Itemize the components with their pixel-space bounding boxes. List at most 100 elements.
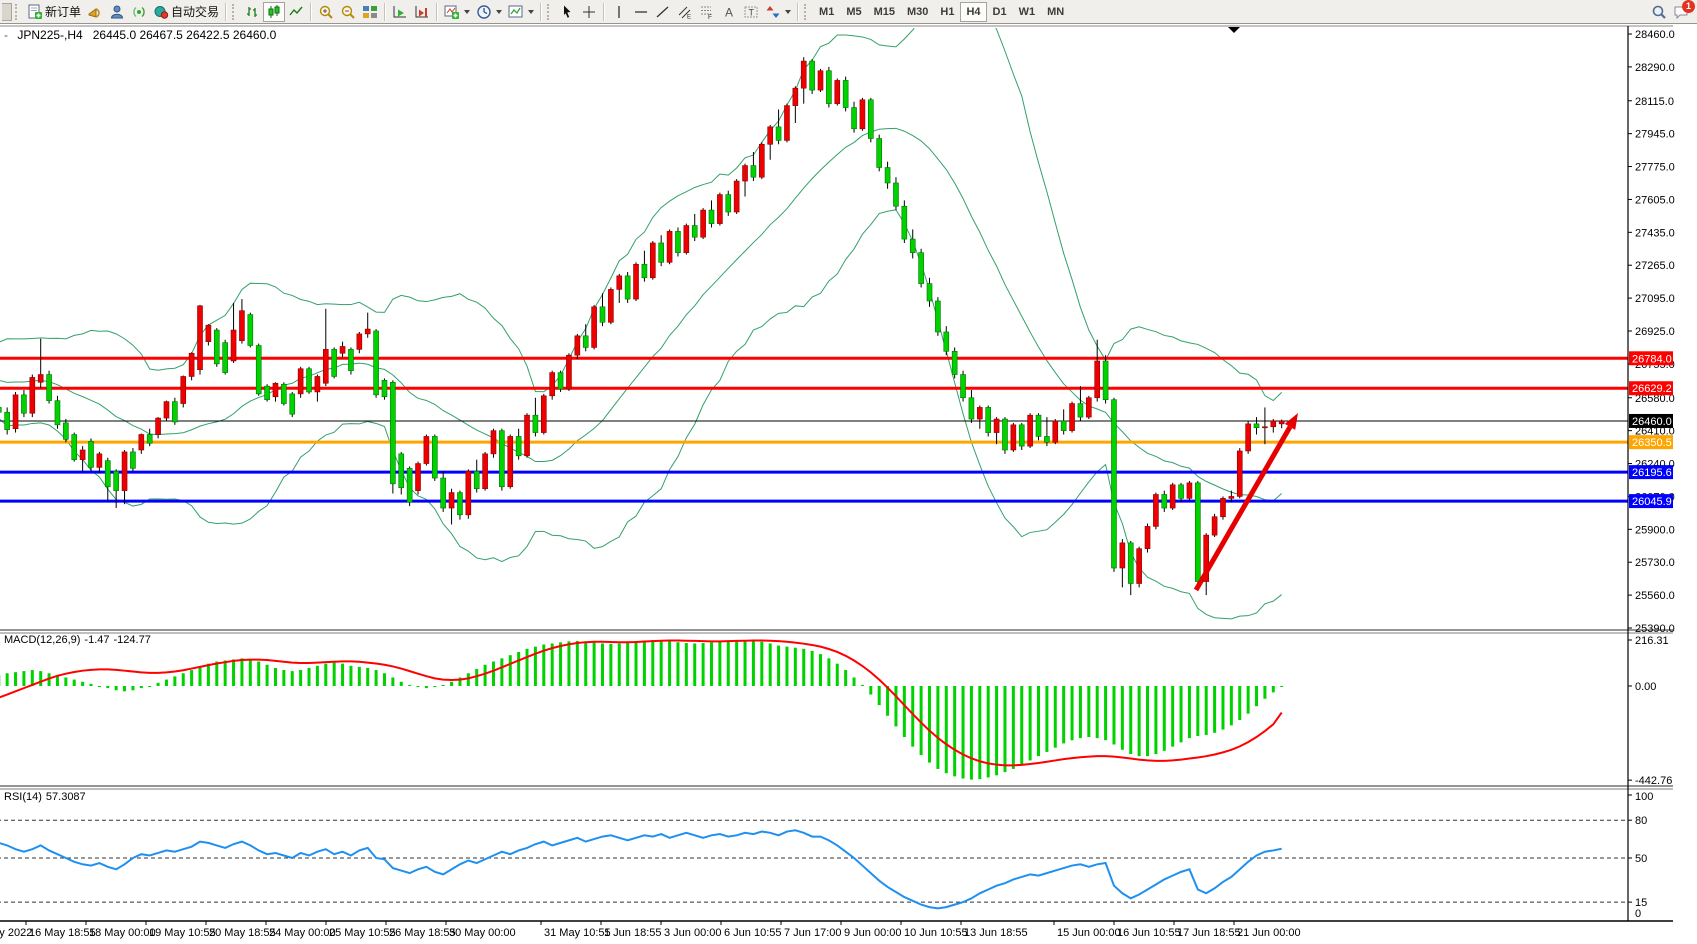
candle: [1069, 401, 1075, 433]
time-tick-label: May 2022: [0, 927, 32, 939]
chart-shift-button[interactable]: [411, 2, 433, 22]
auto-trading-button[interactable]: 自动交易: [150, 2, 222, 22]
candle: [532, 397, 539, 437]
tile-windows-button[interactable]: [359, 2, 381, 22]
tf-button-M1[interactable]: M1: [819, 5, 835, 18]
candle: [1228, 490, 1235, 503]
rsi-name: RSI(14): [4, 791, 42, 803]
zoom-out-button[interactable]: [337, 2, 359, 22]
candle: [339, 341, 346, 358]
toolbar-grip: [547, 3, 552, 20]
price-tick-label: 26580.0: [1635, 393, 1675, 405]
text-label-icon: T: [744, 6, 758, 17]
person-icon: [111, 5, 124, 18]
time-tick-label: 9 Jun 00:00: [844, 927, 902, 939]
candlestick-chart-button[interactable]: [263, 1, 286, 22]
crosshair-icon: [583, 5, 596, 18]
indicators-icon: [444, 5, 460, 19]
candle: [297, 366, 304, 398]
price-tick-label: 28460.0: [1635, 29, 1675, 41]
chart-title-marker: -: [4, 28, 8, 42]
dropdown-caret: [496, 9, 503, 14]
rsi-label: RSI(14) 57.3087: [4, 791, 90, 803]
price-tick-label: 27095.0: [1635, 293, 1675, 305]
rsi-value: 57.3087: [45, 791, 86, 803]
fibonacci-tool-button[interactable]: F: [696, 2, 718, 22]
channel-tool-button[interactable]: E: [674, 2, 696, 22]
candle: [1027, 413, 1033, 449]
candle: [37, 338, 44, 389]
text-tool-button[interactable]: A: [718, 2, 740, 22]
price-tick-label: 27945.0: [1635, 129, 1675, 141]
horizontal-line-tool-button[interactable]: [630, 2, 652, 22]
price-tick-label: 27775.0: [1635, 162, 1675, 174]
candle: [800, 57, 807, 104]
chart-canvas[interactable]: 28460.0 28290.0 28115.0 27945.0 27775.0 27605…: [0, 24, 1697, 944]
tf-button-MN[interactable]: MN: [1047, 5, 1065, 18]
toolbar-grip: [804, 3, 809, 20]
auto-scroll-button[interactable]: [389, 2, 411, 22]
time-tick-label: 1 Jun 18:55: [604, 927, 662, 939]
accounts-button[interactable]: [106, 2, 128, 22]
tf-button-M5[interactable]: M5: [846, 5, 862, 18]
svg-text:26460.0: 26460.0: [1632, 416, 1672, 428]
candle: [540, 393, 547, 435]
zoom-in-button[interactable]: [315, 2, 337, 22]
tf-button-D1[interactable]: D1: [992, 5, 1007, 18]
candle: [1211, 513, 1218, 538]
signal-icon: [133, 6, 145, 17]
candle: [222, 339, 228, 375]
templates-button[interactable]: [505, 2, 537, 22]
candle: [96, 451, 103, 474]
candle: [809, 59, 815, 94]
candle: [725, 190, 732, 216]
time-tick-label: 18 May 00:00: [89, 927, 156, 939]
candle: [691, 213, 698, 242]
tf-button-H4[interactable]: H4: [960, 1, 987, 22]
trend-arrow[interactable]: [1193, 413, 1298, 592]
candle: [1195, 480, 1201, 585]
trendline-tool-button[interactable]: [652, 2, 674, 22]
time-tick-label: 6 Jun 10:55: [724, 927, 782, 939]
candle: [490, 428, 497, 458]
line-chart-icon: [289, 6, 303, 15]
tf-button-H1[interactable]: H1: [940, 5, 955, 18]
crosshair-tool-button[interactable]: [578, 2, 600, 22]
cursor-tool-button[interactable]: [556, 2, 578, 22]
chat-button[interactable]: 1: [1673, 0, 1695, 20]
price-tick-label: 25900.0: [1635, 524, 1675, 536]
indicators-button[interactable]: [441, 2, 473, 22]
price-axis[interactable]: 28460.0 28290.0 28115.0 27945.0 27775.0 27605…: [1628, 29, 1675, 635]
chart-plot-area[interactable]: [0, 28, 1628, 630]
toolbar-separator: [225, 2, 228, 21]
chart-ohlc: 26445.0 26467.5 26422.5 26460.0: [92, 28, 277, 42]
candle: [943, 326, 950, 356]
candle: [1278, 419, 1285, 429]
tf-button-M15[interactable]: M15: [873, 5, 895, 18]
zoom-in-icon: [319, 5, 333, 19]
svg-text:26629.2: 26629.2: [1632, 383, 1672, 395]
signals-button[interactable]: [128, 2, 150, 22]
candle: [1161, 490, 1168, 512]
candle: [230, 302, 237, 363]
candle: [868, 97, 874, 143]
text-label-tool-button[interactable]: T: [740, 2, 762, 22]
periods-button[interactable]: [473, 2, 505, 22]
market-news-button[interactable]: [84, 2, 106, 22]
new-order-button[interactable]: 新订单: [24, 2, 84, 22]
search-icon: [1652, 5, 1666, 19]
candle: [4, 407, 10, 435]
bar-chart-button[interactable]: [241, 2, 263, 22]
line-chart-button[interactable]: [285, 2, 307, 22]
svg-text:26350.5: 26350.5: [1632, 437, 1672, 449]
price-line-axis-label: 26350.5: [1629, 435, 1673, 450]
tf-button-M30[interactable]: M30: [907, 5, 929, 18]
bar-chart-icon: [247, 6, 258, 17]
candle: [306, 366, 312, 394]
vertical-line-tool-button[interactable]: [608, 2, 630, 22]
search-button[interactable]: [1651, 4, 1667, 20]
arrows-tool-button[interactable]: [762, 2, 794, 22]
svg-text:26045.9: 26045.9: [1632, 496, 1672, 508]
tf-button-W1[interactable]: W1: [1018, 5, 1036, 18]
